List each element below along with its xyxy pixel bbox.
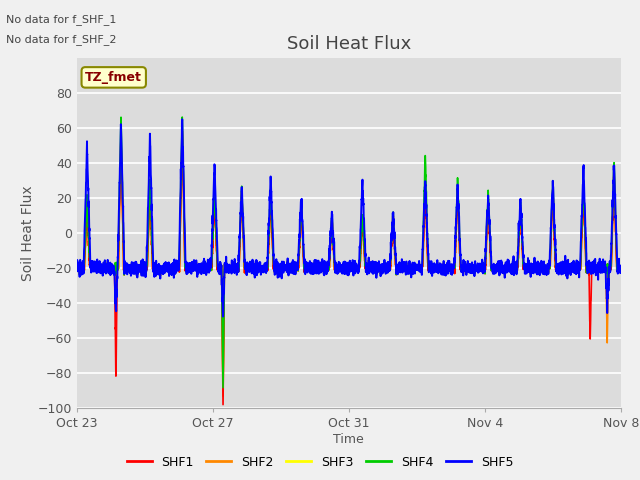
Text: No data for f_SHF_1: No data for f_SHF_1 bbox=[6, 14, 116, 25]
Text: TZ_fmet: TZ_fmet bbox=[85, 71, 142, 84]
Title: Soil Heat Flux: Soil Heat Flux bbox=[287, 35, 411, 53]
X-axis label: Time: Time bbox=[333, 433, 364, 446]
Y-axis label: Soil Heat Flux: Soil Heat Flux bbox=[20, 185, 35, 281]
Legend: SHF1, SHF2, SHF3, SHF4, SHF5: SHF1, SHF2, SHF3, SHF4, SHF5 bbox=[122, 451, 518, 474]
Text: No data for f_SHF_2: No data for f_SHF_2 bbox=[6, 34, 117, 45]
